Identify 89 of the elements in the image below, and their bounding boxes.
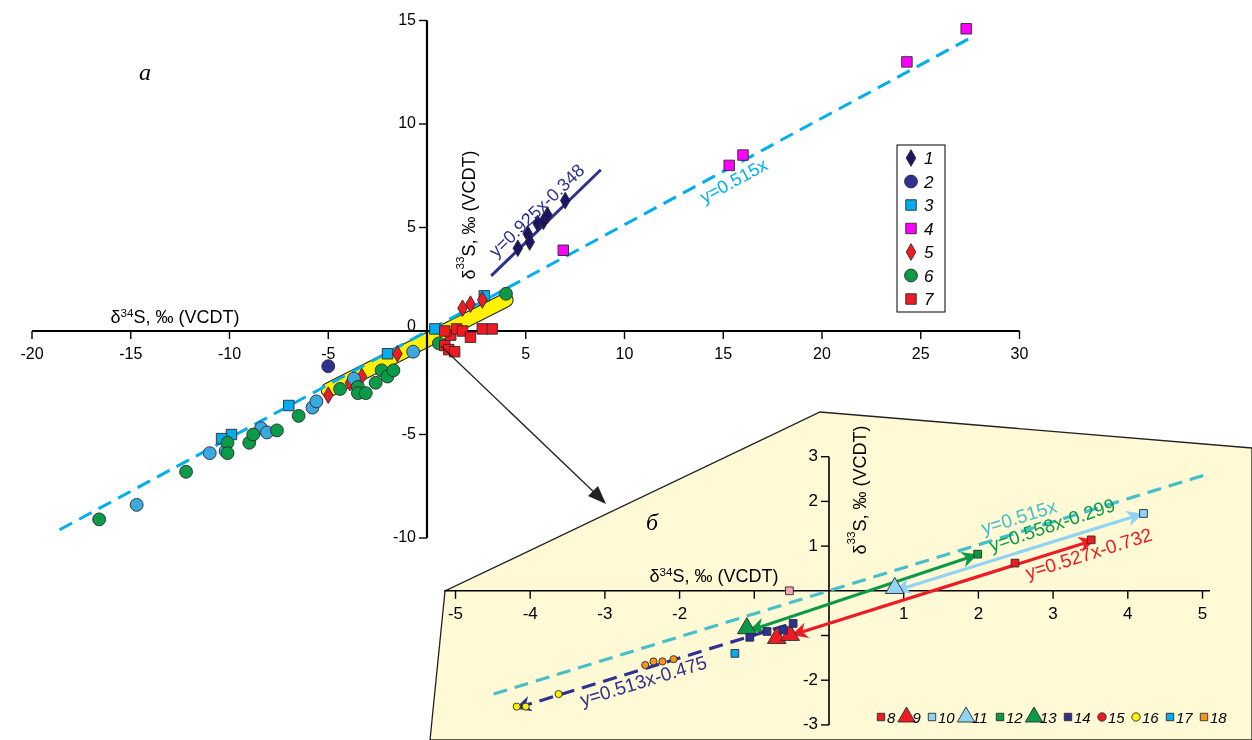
point: [499, 286, 513, 301]
point: [1139, 509, 1148, 518]
point: [745, 632, 755, 642]
x-tick-label: 15: [714, 345, 733, 362]
legend-label: 17: [1176, 709, 1194, 726]
point: [730, 649, 740, 658]
point: [179, 464, 193, 479]
point: [448, 346, 461, 358]
point: [486, 323, 498, 335]
x-tick-label: 4: [1123, 603, 1133, 623]
point: [464, 331, 477, 343]
point: [246, 427, 261, 442]
point: [368, 375, 383, 390]
legend-label: 5: [924, 243, 934, 262]
point: [406, 344, 421, 359]
legend-label: 10: [938, 709, 956, 726]
legend-label: 1: [924, 149, 934, 168]
legend-label: 18: [1210, 709, 1228, 726]
point: [1010, 558, 1020, 568]
point: [785, 586, 794, 596]
x-tick-label: 25: [911, 345, 930, 362]
legend-label: 8: [887, 709, 896, 726]
point: [554, 690, 563, 699]
point: [973, 549, 982, 559]
x-tick-label: 3: [1048, 603, 1058, 623]
point: [901, 56, 913, 68]
legend-label: 3: [924, 196, 934, 215]
point: [129, 498, 144, 512]
point: [358, 386, 373, 400]
legend-label: 15: [1108, 709, 1126, 726]
legend-label: 2: [923, 172, 934, 192]
x-tick-label: -15: [119, 345, 143, 362]
point: [270, 423, 284, 438]
x-tick-label: -5: [447, 603, 464, 623]
point: [512, 702, 521, 711]
point: [92, 512, 107, 527]
x-tick-label: 2: [973, 603, 984, 623]
legend-label: 11: [972, 709, 988, 726]
legend-label: 6: [924, 266, 934, 286]
point: [521, 702, 530, 711]
x-tick-label: 5: [1197, 603, 1208, 623]
point: [762, 627, 772, 636]
point: [960, 23, 972, 35]
x-tick-label: 5: [521, 345, 531, 362]
y-tick-label: 3: [808, 446, 818, 466]
y-tick-label: -10: [392, 528, 417, 546]
x-axis-title: δ$^{34}$S, ‰ (VCDT): [110, 305, 240, 327]
y-tick-label: -5: [401, 424, 417, 442]
text: б: [645, 509, 659, 535]
x-tick-label: -3: [597, 603, 613, 623]
point: [381, 348, 394, 360]
legend-label: 9: [912, 709, 922, 726]
y-tick-label: 15: [398, 10, 417, 28]
x-tick-label: -2: [672, 603, 688, 623]
legend-label: 7: [924, 290, 934, 309]
point: [476, 323, 488, 335]
x-tick-label: 30: [1010, 345, 1029, 362]
y-tick-label: 10: [398, 114, 417, 132]
x-axis-title: δ$^{34}$S, ‰ (VCDT): [649, 564, 779, 586]
legend-label: 4: [924, 219, 934, 239]
point: [788, 619, 798, 628]
point: [737, 149, 749, 161]
x-tick-label: -10: [217, 345, 242, 362]
y-tick-label: 2: [808, 490, 818, 510]
point: [333, 382, 347, 396]
legend-label: 12: [1006, 709, 1024, 726]
x-tick-label: -5: [321, 345, 336, 362]
point: [202, 446, 217, 460]
y-tick-label: 1: [808, 535, 818, 555]
legend-label: 14: [1074, 709, 1091, 726]
x-tick-label: -20: [20, 345, 44, 362]
legend-label: 13: [1040, 709, 1058, 726]
x-tick-label: 20: [813, 345, 831, 362]
point: [439, 325, 451, 337]
point: [386, 363, 401, 378]
y-tick-label: 5: [407, 217, 417, 235]
x-tick-label: -4: [522, 603, 538, 623]
point: [779, 625, 788, 635]
text: а: [139, 59, 151, 85]
x-tick-label: 1: [898, 603, 909, 623]
y-tick-label: -2: [802, 669, 818, 689]
point: [309, 394, 324, 409]
point: [283, 399, 295, 412]
point: [291, 409, 306, 423]
legend-label: 16: [1142, 709, 1160, 726]
point: [429, 323, 441, 335]
x-tick-label: 10: [615, 345, 634, 362]
point: [321, 359, 336, 374]
y-tick-label: -3: [802, 714, 818, 734]
